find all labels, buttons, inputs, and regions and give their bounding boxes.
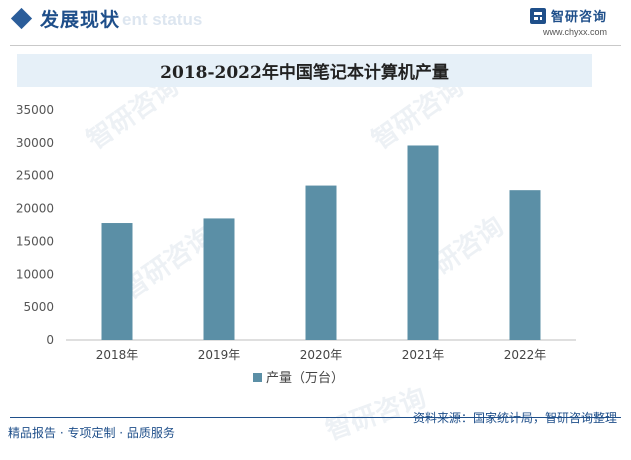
legend-label: 产量（万台）: [266, 371, 344, 386]
legend-swatch: [253, 373, 262, 382]
chart-title-band: 2018-2022年中国笔记本计算机产量: [17, 54, 592, 87]
bar-5: [509, 190, 541, 340]
brand-url: www.chyxx.com: [542, 27, 607, 37]
page-header: ent status 发展现状 智研咨询 www.chyxx.com: [0, 0, 631, 46]
y-tick-label: 0: [46, 333, 54, 347]
x-tick-label: 2021年: [402, 348, 445, 362]
brand-name: 智研咨询: [550, 10, 607, 25]
footer-divider: [10, 417, 621, 418]
y-tick-label: 35000: [16, 103, 54, 117]
bar-1: [101, 223, 133, 340]
y-tick-label: 10000: [16, 267, 54, 281]
y-tick-label: 25000: [16, 169, 54, 183]
bar-4: [407, 145, 439, 340]
bar-chart: 0 5000 10000 15000 20000 25000 30000 35000 2018年…: [16, 103, 576, 386]
bar-2: [203, 218, 235, 340]
ghost-english-text: ent status: [122, 10, 203, 29]
x-tick-label: 2022年: [504, 348, 547, 362]
x-tick-label: 2020年: [300, 348, 343, 362]
y-tick-label: 15000: [16, 234, 54, 248]
x-tick-label: 2019年: [198, 348, 241, 362]
footer-slogan: 精品报告 · 专项定制 · 品质服务: [8, 426, 175, 440]
x-tick-label: 2018年: [96, 348, 139, 362]
chart-title: 2018-2022年中国笔记本计算机产量: [160, 63, 449, 83]
section-title: 发展现状: [40, 9, 121, 31]
y-tick-label: 30000: [16, 136, 54, 150]
brand-logo-icon: [529, 7, 546, 24]
header-divider: [10, 45, 621, 46]
source-note: 资料来源：国家统计局，智研咨询整理: [412, 411, 617, 425]
y-tick-label: 20000: [16, 202, 54, 216]
bar-3: [305, 185, 337, 340]
y-tick-label: 5000: [23, 300, 54, 314]
diamond-bullet-icon: [10, 7, 33, 30]
brand-block: 智研咨询 www.chyxx.com: [529, 6, 607, 37]
